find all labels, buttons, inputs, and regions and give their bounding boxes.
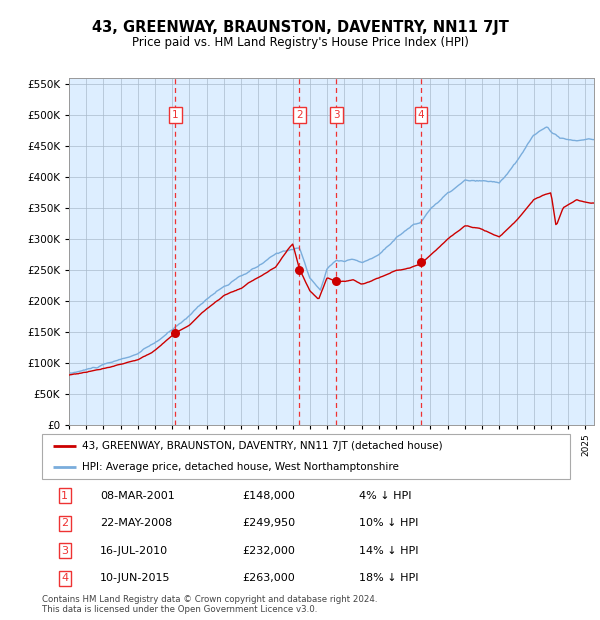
Text: 08-MAR-2001: 08-MAR-2001 — [100, 490, 175, 500]
Text: 1: 1 — [172, 110, 179, 120]
Text: HPI: Average price, detached house, West Northamptonshire: HPI: Average price, detached house, West… — [82, 463, 398, 472]
Text: 4% ↓ HPI: 4% ↓ HPI — [359, 490, 412, 500]
Text: £148,000: £148,000 — [242, 490, 296, 500]
Text: 18% ↓ HPI: 18% ↓ HPI — [359, 574, 418, 583]
Text: 4: 4 — [61, 574, 68, 583]
Text: 2: 2 — [296, 110, 303, 120]
Text: 4: 4 — [418, 110, 424, 120]
Text: 10-JUN-2015: 10-JUN-2015 — [100, 574, 170, 583]
Text: £249,950: £249,950 — [242, 518, 296, 528]
Text: 10% ↓ HPI: 10% ↓ HPI — [359, 518, 418, 528]
Text: Price paid vs. HM Land Registry's House Price Index (HPI): Price paid vs. HM Land Registry's House … — [131, 36, 469, 49]
Text: 1: 1 — [61, 490, 68, 500]
Text: 43, GREENWAY, BRAUNSTON, DAVENTRY, NN11 7JT: 43, GREENWAY, BRAUNSTON, DAVENTRY, NN11 … — [92, 20, 508, 35]
Text: 22-MAY-2008: 22-MAY-2008 — [100, 518, 172, 528]
Text: This data is licensed under the Open Government Licence v3.0.: This data is licensed under the Open Gov… — [42, 604, 317, 614]
Text: £263,000: £263,000 — [242, 574, 295, 583]
Text: 14% ↓ HPI: 14% ↓ HPI — [359, 546, 418, 556]
Text: 3: 3 — [61, 546, 68, 556]
Text: 2: 2 — [61, 518, 68, 528]
Text: 43, GREENWAY, BRAUNSTON, DAVENTRY, NN11 7JT (detached house): 43, GREENWAY, BRAUNSTON, DAVENTRY, NN11 … — [82, 441, 442, 451]
Text: Contains HM Land Registry data © Crown copyright and database right 2024.: Contains HM Land Registry data © Crown c… — [42, 595, 377, 604]
FancyBboxPatch shape — [42, 434, 570, 479]
Text: £232,000: £232,000 — [242, 546, 296, 556]
Text: 3: 3 — [333, 110, 340, 120]
Text: 16-JUL-2010: 16-JUL-2010 — [100, 546, 168, 556]
